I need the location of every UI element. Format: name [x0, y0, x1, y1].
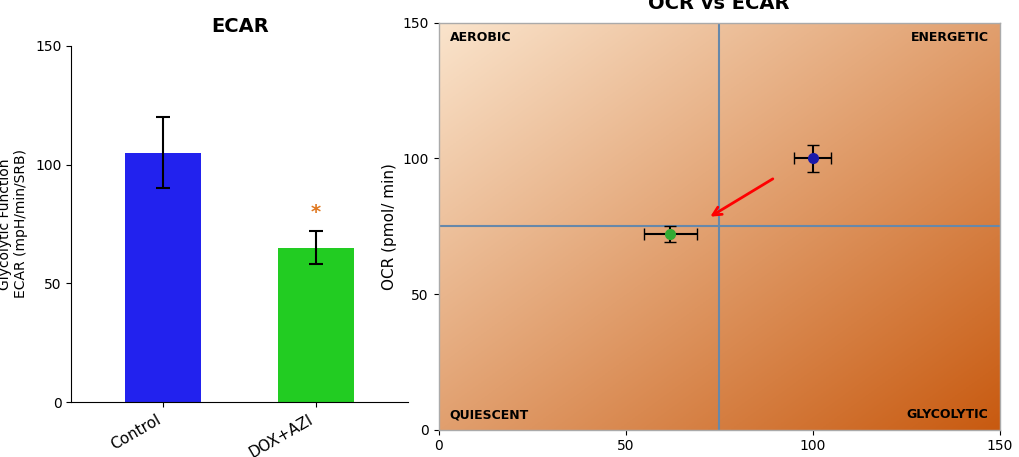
Text: AEROBIC: AEROBIC — [449, 31, 511, 44]
Title: OCR vs ECAR: OCR vs ECAR — [648, 0, 789, 13]
Text: *: * — [311, 202, 321, 222]
Title: ECAR: ECAR — [211, 17, 268, 36]
Text: GLYCOLYTIC: GLYCOLYTIC — [906, 409, 987, 421]
Bar — [277, 248, 355, 402]
Bar — [125, 153, 202, 402]
Text: QUIESCENT: QUIESCENT — [449, 409, 529, 421]
Y-axis label: Glycolytic Function
ECAR (mpH/min/SRB): Glycolytic Function ECAR (mpH/min/SRB) — [0, 149, 29, 298]
Y-axis label: OCR (pmol/ min): OCR (pmol/ min) — [381, 163, 396, 290]
Text: ENERGETIC: ENERGETIC — [910, 31, 987, 44]
